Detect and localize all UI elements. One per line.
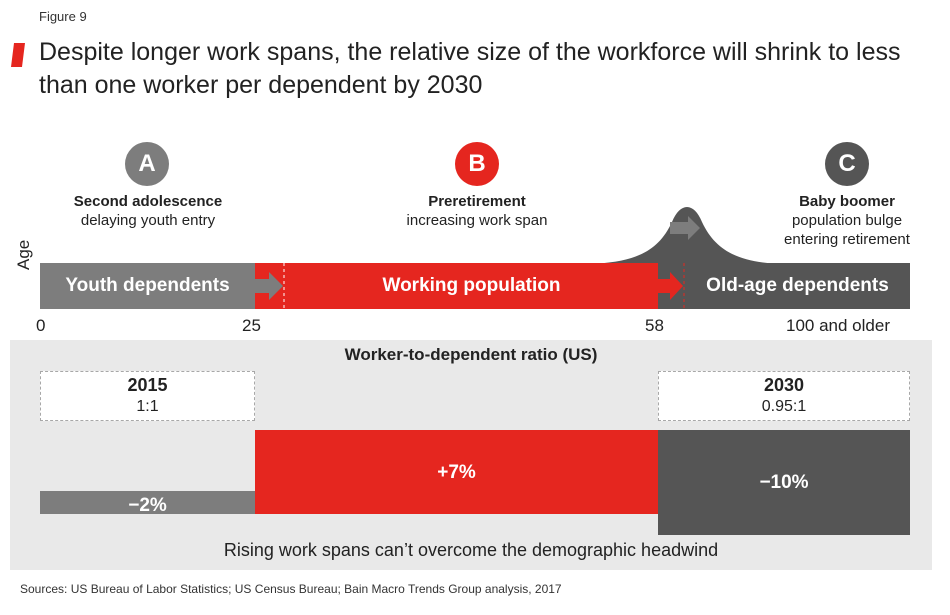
- callout-a-badge: A: [125, 142, 169, 186]
- tick-0: 0: [36, 316, 46, 335]
- tick-100: 100 and older: [786, 316, 890, 335]
- working-population-label: Working population: [382, 275, 561, 296]
- callout-b-desc: increasing work span: [406, 212, 548, 229]
- population-bulge-shape: [590, 207, 780, 264]
- year-2030-ratio: 0.95:1: [761, 398, 807, 415]
- year-2030-box: 2030 0.95:1: [658, 371, 910, 421]
- callout-b-title: Preretirement: [428, 193, 526, 210]
- callout-a-title: Second adolescence: [73, 193, 223, 210]
- ratio-panel-title: Worker-to-dependent ratio (US): [344, 345, 598, 364]
- year-2030-label: 2030: [763, 375, 805, 395]
- youth-dependents-label: Youth dependents: [65, 275, 230, 296]
- working-change-label: +7%: [437, 462, 476, 483]
- sources-note: Sources: US Bureau of Labor Statistics; …: [20, 582, 562, 596]
- working-change-bar: +7%: [255, 430, 658, 514]
- old-age-change-label: −10%: [759, 471, 809, 493]
- year-2015-box: 2015 1:1: [40, 371, 255, 421]
- tick-58: 58: [645, 316, 664, 335]
- age-axis-label: Age: [14, 239, 33, 270]
- old-age-dependents-segment: Old-age dependents: [685, 263, 910, 309]
- callout-c-desc-2: entering retirement: [784, 231, 910, 248]
- callout-c-desc-1: population bulge: [791, 212, 903, 229]
- callout-c-badge: C: [825, 142, 869, 186]
- callout-a-label: Second adolescence delaying youth entry: [48, 192, 248, 230]
- panel-caption: Rising work spans can’t overcome the dem…: [223, 540, 719, 560]
- old-transition-zone: [658, 263, 685, 309]
- year-2015-ratio: 1:1: [136, 398, 159, 415]
- figure-title: Despite longer work spans, the relative …: [39, 38, 901, 99]
- figure-label: Figure 9: [39, 9, 87, 24]
- old-age-dependents-label: Old-age dependents: [706, 275, 889, 296]
- youth-dependents-segment: Youth dependents: [40, 263, 255, 309]
- bulge-arrow-icon: [670, 216, 700, 240]
- callout-c-title: Baby boomer: [799, 193, 895, 210]
- youth-transition-arrow-icon: [255, 263, 285, 309]
- callout-c-label: Baby boomer population bulge entering re…: [747, 192, 947, 249]
- old-age-change-bar: −10%: [658, 430, 910, 535]
- callout-b-label: Preretirement increasing work span: [377, 192, 577, 230]
- youth-change-bar: −2%: [40, 491, 255, 516]
- youth-change-label: −2%: [128, 495, 167, 516]
- callout-a-desc: delaying youth entry: [80, 212, 216, 229]
- year-2015-label: 2015: [127, 375, 168, 395]
- title-marker-icon: [11, 43, 25, 67]
- working-population-segment: Working population: [285, 263, 658, 309]
- old-transition-arrow-icon: [658, 263, 685, 309]
- youth-transition-zone: [255, 263, 285, 309]
- callout-b-badge: B: [455, 142, 499, 186]
- tick-25: 25: [242, 316, 261, 335]
